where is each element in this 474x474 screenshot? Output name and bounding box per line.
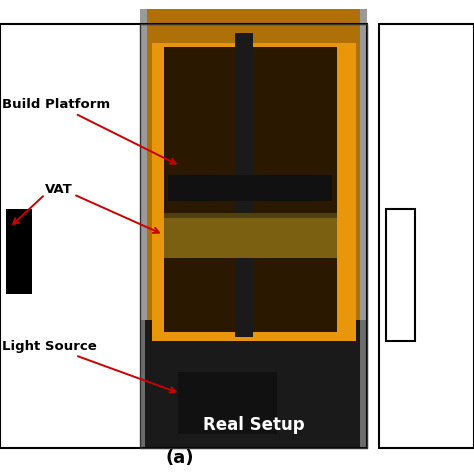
- Bar: [145, 315, 360, 448]
- Bar: [152, 43, 356, 341]
- Bar: [164, 47, 337, 332]
- Text: Light Source: Light Source: [2, 339, 175, 392]
- Bar: [386, 209, 415, 341]
- Bar: [164, 213, 337, 258]
- Bar: [0, 24, 140, 448]
- Bar: [145, 9, 363, 320]
- Bar: [140, 9, 147, 320]
- Bar: [6, 209, 32, 294]
- Bar: [360, 9, 367, 320]
- Bar: [235, 33, 253, 337]
- Bar: [140, 24, 367, 448]
- Text: (a): (a): [166, 449, 194, 467]
- Text: Build Platform: Build Platform: [2, 98, 176, 164]
- Bar: [178, 372, 277, 434]
- Text: Real Setup: Real Setup: [203, 416, 304, 434]
- Text: VAT: VAT: [45, 183, 73, 196]
- Bar: [164, 213, 337, 218]
- Bar: [379, 24, 474, 448]
- Bar: [140, 24, 367, 448]
- Bar: [168, 175, 332, 201]
- Bar: [0, 24, 367, 448]
